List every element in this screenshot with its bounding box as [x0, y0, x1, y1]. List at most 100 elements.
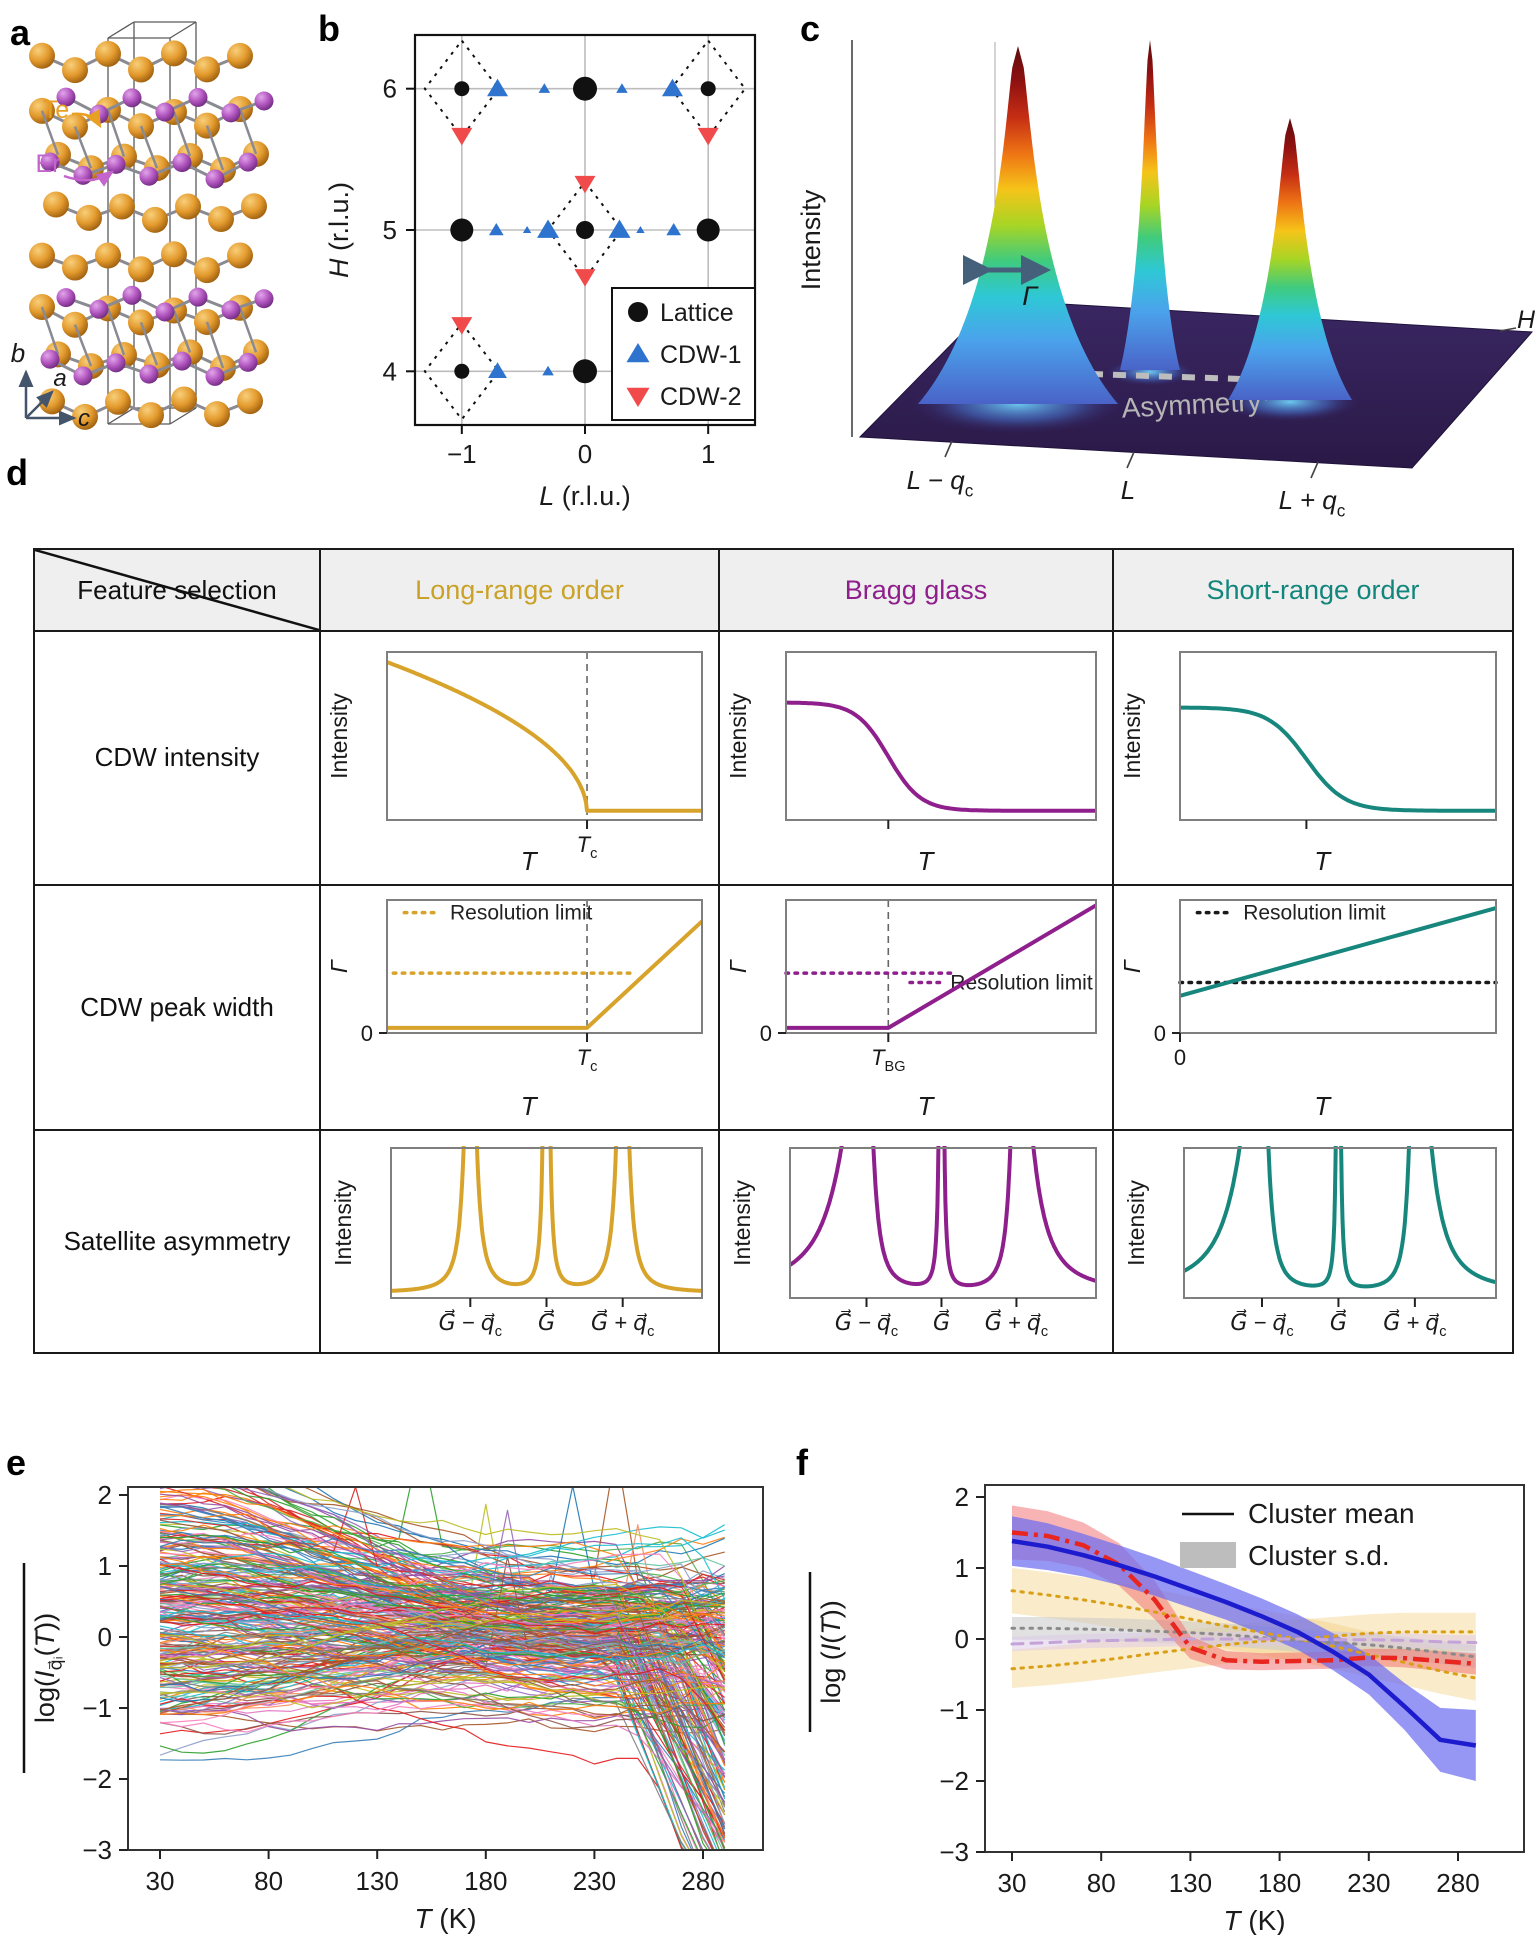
- svg-text:T: T: [918, 1091, 936, 1121]
- mini-plot: Resolution limit Γ T 00: [1119, 899, 1498, 1121]
- svg-text:130: 130: [1169, 1868, 1212, 1898]
- svg-text:Resolution limit: Resolution limit: [1243, 902, 1386, 925]
- svg-text:Intensity: Intensity: [1123, 1180, 1149, 1266]
- svg-text:G⃗ − q⃗c: G⃗ − q⃗c: [439, 1309, 502, 1340]
- svg-text:L + qc: L + qc: [1279, 485, 1346, 520]
- mini-plot: Resolution limit Γ T Tc 0: [326, 899, 703, 1121]
- plot-intensity-bragg-glass: Intensity T: [720, 632, 1114, 886]
- plot-asym-long-range: Intensity G⃗ − q⃗c G⃗ G⃗ + q⃗c: [321, 1131, 720, 1352]
- svg-text:0: 0: [578, 439, 592, 469]
- mini-plot: Resolution limit Γ T TBG 0: [725, 899, 1097, 1121]
- svg-text:0: 0: [1174, 1045, 1186, 1070]
- satellite-asymmetry-label: Satellite asymmetry: [63, 1225, 291, 1256]
- crystal-structure-panel: Te Er b a c: [0, 0, 310, 480]
- svg-text:G⃗: G⃗: [933, 1309, 950, 1335]
- svg-text:G⃗ + q⃗c: G⃗ + q⃗c: [591, 1309, 654, 1340]
- panel-b-label: b: [318, 8, 340, 49]
- intensity-3d-panel: Intensity Asymmetry Γ H L − qc L L + qc: [790, 0, 1536, 535]
- svg-text:1: 1: [98, 1551, 112, 1581]
- svg-text:4: 4: [383, 356, 397, 386]
- plot-intensity-long-range: Intensity T Tc: [321, 632, 720, 886]
- svg-text:230: 230: [1347, 1868, 1390, 1898]
- svg-text:Er: Er: [36, 150, 61, 178]
- svg-text:Cluster mean: Cluster mean: [1248, 1498, 1415, 1529]
- svg-text:0: 0: [1154, 1021, 1166, 1046]
- svg-text:H (r.l.u.): H (r.l.u.): [324, 182, 354, 278]
- svg-text:30: 30: [998, 1868, 1027, 1898]
- panel-d-label: d: [6, 452, 28, 493]
- svg-text:G⃗ − q⃗c: G⃗ − q⃗c: [835, 1309, 898, 1340]
- spaghetti-plot-panel: 2 1 0 −1 −2 −3 30 80 130 180 230 280 T (K) log(Iq⃗ᵢ(T…: [0, 1440, 770, 1935]
- svg-text:280: 280: [1436, 1868, 1479, 1898]
- svg-text:CDW-2: CDW-2: [660, 383, 741, 411]
- svg-text:−2: −2: [939, 1766, 969, 1796]
- diagonal-line: [35, 550, 319, 630]
- svg-text:L: L: [1121, 475, 1135, 505]
- svg-text:L − qc: L − qc: [907, 465, 974, 500]
- svg-text:1: 1: [701, 439, 715, 469]
- svg-text:b: b: [11, 338, 25, 368]
- bragg-glass-label: Bragg glass: [844, 574, 988, 605]
- plot-width-bragg-glass: Resolution limit Γ T TBG 0: [720, 886, 1114, 1131]
- svg-text:80: 80: [1087, 1868, 1116, 1898]
- svg-text:G⃗: G⃗: [1330, 1309, 1347, 1335]
- svg-text:G⃗ + q⃗c: G⃗ + q⃗c: [1383, 1309, 1446, 1340]
- short-range-order-label: Short-range order: [1206, 574, 1420, 605]
- crystal-structure-figure: Te Er b ac: [11, 21, 274, 432]
- cdw-intensity-label: CDW intensity: [94, 742, 260, 773]
- reciprocal-space-map: −1 0 1 4 5 6 L (r.l.u.) H (r.l.u.) Lattice CDW-1 C…: [324, 33, 757, 511]
- svg-text:0: 0: [955, 1624, 969, 1654]
- svg-text:Tc: Tc: [577, 832, 598, 862]
- svg-text:−3: −3: [939, 1837, 969, 1867]
- svg-text:2: 2: [98, 1480, 112, 1510]
- cdw-peak-width-label: CDW peak width: [80, 991, 274, 1022]
- svg-text:T (K): T (K): [1223, 1905, 1285, 1935]
- svg-text:T: T: [521, 1091, 539, 1121]
- svg-text:G⃗: G⃗: [538, 1309, 555, 1335]
- svg-text:Te: Te: [43, 96, 69, 124]
- svg-text:G⃗ + q⃗c: G⃗ + q⃗c: [985, 1309, 1048, 1340]
- svg-text:Intensity: Intensity: [796, 189, 826, 290]
- svg-text:130: 130: [356, 1866, 399, 1896]
- feature-selection-header: Feature selection: [35, 550, 321, 632]
- svg-text:G⃗ − q⃗c: G⃗ − q⃗c: [1230, 1309, 1293, 1340]
- svg-text:Resolution limit: Resolution limit: [450, 902, 593, 925]
- plot-width-short-range: Resolution limit Γ T 0 0: [1114, 886, 1512, 1131]
- svg-text:TBG: TBG: [871, 1045, 905, 1075]
- svg-text:1: 1: [955, 1553, 969, 1583]
- svg-text:a: a: [53, 365, 66, 392]
- svg-text:CDW-1: CDW-1: [660, 341, 741, 369]
- panel-e-label: e: [6, 1442, 27, 1483]
- column-header-short-range: Short-range order: [1114, 550, 1512, 632]
- plot-asym-short-range: Intensity G⃗ − q⃗c G⃗ G⃗ + q⃗c: [1114, 1131, 1512, 1352]
- row-label-satellite-asymmetry: Satellite asymmetry: [35, 1131, 321, 1352]
- svg-text:−3: −3: [82, 1835, 112, 1865]
- svg-text:180: 180: [1258, 1868, 1301, 1898]
- cluster-plot: 2 1 0 −1 −2 −3 30 80 130 180 230 280 T (K) log (I(T))…: [808, 1482, 1525, 1935]
- mini-plot: Intensity G⃗ − q⃗c G⃗ G⃗ + q⃗c: [330, 1146, 703, 1340]
- svg-text:Intensity: Intensity: [1119, 693, 1145, 779]
- svg-text:0: 0: [760, 1021, 772, 1046]
- long-range-order-label: Long-range order: [415, 574, 624, 605]
- panel-f-label: f: [796, 1442, 808, 1483]
- svg-text:Intensity: Intensity: [729, 1180, 755, 1266]
- svg-text:0: 0: [98, 1622, 112, 1652]
- svg-text:6: 6: [383, 74, 397, 104]
- svg-text:T (K): T (K): [414, 1903, 476, 1934]
- svg-text:5: 5: [383, 215, 397, 245]
- plot-asym-bragg-glass: Intensity G⃗ − q⃗c G⃗ G⃗ + q⃗c: [720, 1131, 1114, 1352]
- plot-width-long-range: Resolution limit Γ T Tc 0: [321, 886, 720, 1131]
- svg-text:180: 180: [464, 1866, 507, 1896]
- svg-text:80: 80: [254, 1866, 283, 1896]
- svg-text:2: 2: [955, 1482, 969, 1512]
- svg-text:Γ: Γ: [1119, 959, 1145, 973]
- svg-text:280: 280: [681, 1866, 724, 1896]
- svg-text:−1: −1: [939, 1695, 969, 1725]
- svg-text:L (r.l.u.): L (r.l.u.): [539, 481, 631, 511]
- column-header-bragg-glass: Bragg glass: [720, 550, 1114, 632]
- svg-text:230: 230: [573, 1866, 616, 1896]
- svg-text:log (I(T)): log (I(T)): [816, 1600, 846, 1704]
- svg-text:T: T: [521, 846, 539, 876]
- mini-plot: Intensity T: [725, 651, 1097, 876]
